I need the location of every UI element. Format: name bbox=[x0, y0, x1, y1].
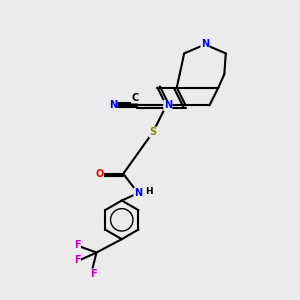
Text: S: S bbox=[149, 127, 157, 137]
Text: H: H bbox=[146, 187, 153, 196]
Text: N: N bbox=[164, 100, 172, 110]
Text: N: N bbox=[201, 40, 209, 50]
Text: N: N bbox=[109, 100, 117, 110]
Text: C: C bbox=[131, 93, 139, 103]
Text: N: N bbox=[134, 188, 142, 198]
Text: F: F bbox=[74, 240, 80, 250]
Text: F: F bbox=[74, 255, 80, 265]
Text: F: F bbox=[90, 269, 97, 279]
Text: O: O bbox=[95, 169, 104, 179]
